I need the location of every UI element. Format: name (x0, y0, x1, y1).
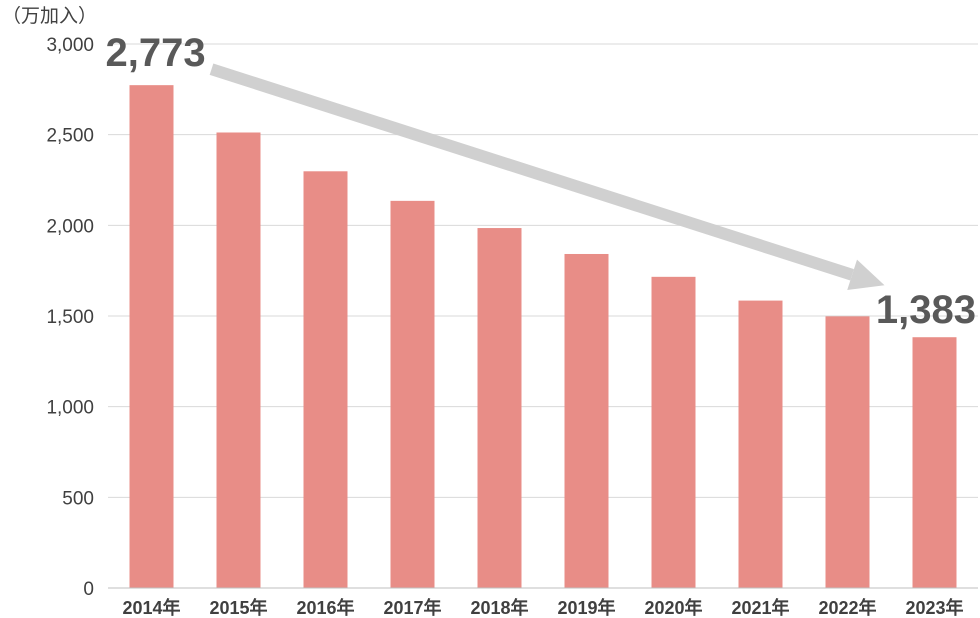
bar (738, 300, 783, 588)
bar (564, 253, 609, 588)
annotations: 2,773 1,383 (106, 31, 977, 332)
x-tick-label: 2021年 (731, 597, 789, 618)
x-tick-label: 2018年 (470, 597, 528, 618)
y-axis-ticks: 0 500 1,000 1,500 2,000 2,500 3,000 (46, 35, 94, 600)
bar (390, 200, 435, 588)
y-tick-label: 2,000 (46, 216, 94, 237)
bars (129, 85, 957, 589)
bar (303, 171, 348, 588)
bar (129, 85, 174, 589)
bar (912, 337, 957, 588)
y-tick-label: 2,500 (46, 126, 94, 147)
bar (825, 316, 870, 588)
x-axis-ticks: 2014年 2015年 2016年 2017年 2018年 2019年 2020年 2021年… (122, 597, 963, 618)
value-callout: 2,773 (106, 31, 206, 75)
x-tick-label: 2017年 (383, 597, 441, 618)
x-tick-label: 2016年 (296, 597, 354, 618)
bar (477, 228, 522, 588)
x-tick-label: 2015年 (209, 597, 267, 618)
value-callout: 1,383 (876, 288, 976, 332)
trend-arrow-shaft (209, 63, 854, 281)
y-tick-label: 0 (83, 579, 94, 600)
trend-arrow (209, 63, 885, 291)
bar (651, 276, 696, 588)
y-tick-label: 3,000 (46, 35, 94, 56)
y-tick-label: 1,000 (46, 398, 94, 419)
y-tick-label: 1,500 (46, 307, 94, 328)
x-tick-label: 2023年 (905, 597, 963, 618)
x-tick-label: 2014年 (122, 597, 180, 618)
unit-label: （万加入） (2, 5, 97, 27)
bar (216, 132, 261, 588)
x-tick-label: 2020年 (644, 597, 702, 618)
y-tick-label: 500 (62, 488, 94, 509)
x-tick-label: 2022年 (818, 597, 876, 618)
x-tick-label: 2019年 (557, 597, 615, 618)
trend-arrow-head (847, 259, 885, 291)
